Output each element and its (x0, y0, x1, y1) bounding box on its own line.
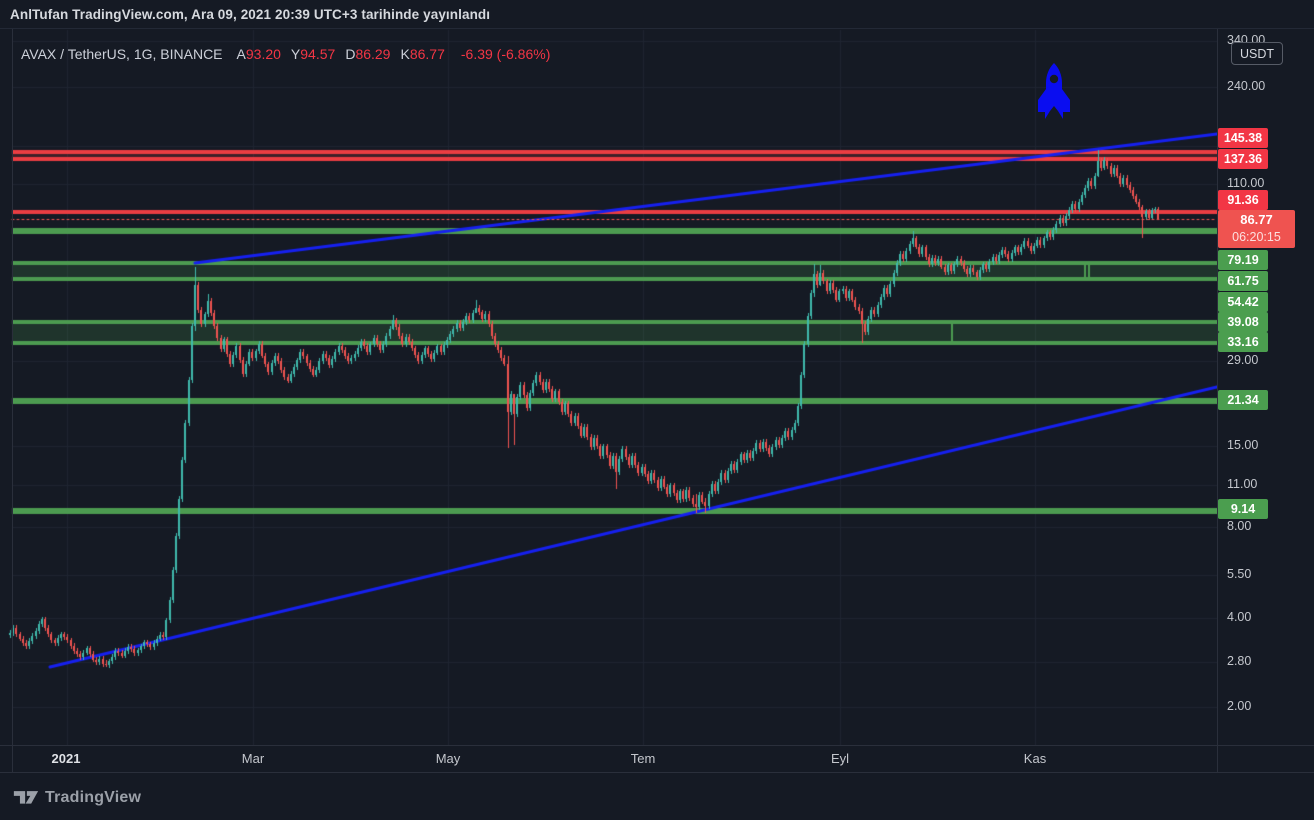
publish-text: AnlTufan TradingView.com, Ara 09, 2021 2… (10, 6, 491, 22)
time-axis-label: Eyl (830, 751, 850, 766)
price-tick: 2.80 (1227, 654, 1252, 668)
level-price-badge: 137.36 (1218, 149, 1268, 169)
currency-label: USDT (1239, 46, 1275, 61)
level-price-badge: 145.38 (1218, 128, 1268, 148)
ohlc-pair: D86.29 (345, 46, 391, 62)
current-price: 86.77 (1240, 212, 1273, 227)
plot-left-border (12, 29, 13, 772)
chart-canvas[interactable] (0, 0, 1217, 745)
level-price-badge: 39.08 (1218, 312, 1268, 332)
price-tick: 15.00 (1227, 438, 1259, 452)
bar-countdown: 06:20:15 (1232, 230, 1281, 244)
price-tick: 2.00 (1227, 699, 1252, 713)
level-price-badge: 9.14 (1218, 499, 1268, 519)
level-price-badge: 91.36 (1218, 190, 1268, 210)
level-price-badge: 54.42 (1218, 292, 1268, 312)
ohlc-pair: Y94.57 (290, 46, 336, 62)
ohlc-pair: A93.20 (236, 46, 281, 62)
tradingview-logo-icon (13, 791, 39, 804)
change-value: -6.39 (-6.86%) (460, 46, 551, 62)
price-tick: 5.50 (1227, 567, 1252, 581)
level-price-badge: 61.75 (1218, 271, 1268, 291)
price-tick: 110.00 (1227, 176, 1265, 190)
bottom-border (0, 772, 1314, 773)
level-price-badge: 21.34 (1218, 390, 1268, 410)
price-tick: 29.00 (1227, 353, 1259, 367)
tradingview-logo[interactable]: TradingView (13, 787, 141, 809)
time-axis-label: Tem (630, 751, 656, 766)
ohlc-pair: K86.77 (400, 46, 445, 62)
symbol-legend[interactable]: AVAX / TetherUS, 1G, BINANCE A93.20 Y94.5… (21, 46, 550, 62)
price-axis-border (1217, 29, 1218, 772)
time-axis-label: May (435, 751, 461, 766)
publish-bar: AnlTufan TradingView.com, Ara 09, 2021 2… (0, 0, 1314, 29)
tradingview-logo-text: TradingView (45, 789, 142, 806)
price-tick: 240.00 (1227, 79, 1266, 93)
currency-toggle-button[interactable]: USDT (1231, 42, 1283, 65)
ohlc-values: A93.20 Y94.57 D86.29 K86.77 (237, 46, 455, 62)
price-tick: 8.00 (1227, 519, 1252, 533)
price-tick: 11.00 (1227, 477, 1258, 491)
current-price-badge: 86.77 06:20:15 (1218, 210, 1295, 248)
time-axis-label: Kas (1023, 751, 1047, 766)
symbol-title: AVAX / TetherUS, 1G, BINANCE (21, 46, 223, 62)
price-tick: 4.00 (1227, 610, 1252, 624)
time-axis-label: Mar (241, 751, 265, 766)
time-axis-label: 2021 (51, 751, 81, 766)
level-price-badge: 79.19 (1218, 250, 1268, 270)
time-axis-border (0, 745, 1314, 746)
rocket-sticker-icon[interactable] (1032, 60, 1076, 124)
level-price-badge: 33.16 (1218, 332, 1268, 352)
